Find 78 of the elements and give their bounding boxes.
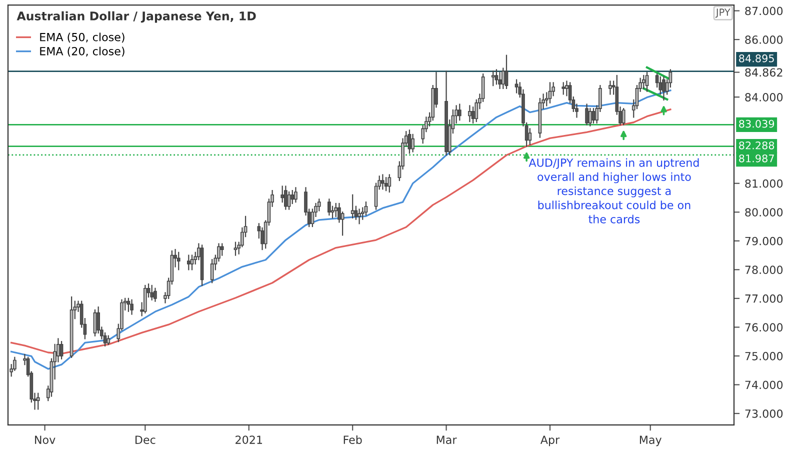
candlestick (334, 202, 338, 217)
candlestick (608, 80, 612, 95)
candlestick (585, 104, 588, 126)
x-tick-label: Mar (436, 436, 457, 444)
candlestick (458, 104, 462, 121)
y-tick-label: 79.000 (745, 236, 783, 246)
candlestick (280, 186, 284, 203)
candlestick (501, 68, 505, 89)
candlestick (60, 341, 64, 360)
candlestick (494, 69, 498, 85)
x-tick-label: May (640, 436, 662, 446)
candlestick (388, 174, 392, 193)
candlestick (234, 242, 238, 256)
candlestick (340, 212, 344, 236)
annotation: AUD/JPY remains in an uptrend overall and higher lows into resistance suggest a bullishbreakout could be on the cards (528, 158, 699, 224)
candlestick (287, 191, 291, 210)
x-tick-label: Nov (35, 436, 56, 444)
candlestick (364, 202, 368, 216)
candlestick (150, 284, 154, 300)
candlestick (514, 79, 518, 94)
candlestick (622, 108, 626, 126)
y-tick-label: 77.000 (745, 294, 783, 303)
y-tick-label: 76.000 (745, 323, 783, 332)
candlestick (328, 198, 331, 216)
candlestick (381, 174, 384, 190)
x-tick-label: Apr (540, 436, 560, 446)
y-tick-label: 87.000 (745, 6, 783, 16)
y-tick-label: 86.000 (745, 36, 783, 44)
candlestick (36, 392, 40, 410)
candlestick (411, 134, 414, 152)
ref-line-label: 82.288 (739, 141, 774, 150)
legend-label: EMA (50, close) (40, 32, 124, 43)
y-tick-label: 80.000 (745, 208, 783, 217)
x-tick-label: Feb (344, 435, 362, 444)
x-tick-label: 2021 (236, 436, 262, 444)
candlestick (176, 252, 180, 270)
ref-line-label: 81.987 (739, 154, 774, 162)
candlestick (504, 54, 508, 89)
candlestick (548, 82, 552, 104)
y-tick-label: 84.862 (745, 68, 782, 77)
candlestick (645, 72, 649, 92)
legend-label: EMA (20, close) (40, 46, 124, 57)
candlestick (130, 299, 134, 315)
y-axis-title: JPY (715, 8, 730, 18)
candlestick (588, 108, 592, 126)
candlestick (642, 74, 646, 89)
candlestick (143, 284, 147, 314)
y-tick-label: 75.000 (745, 352, 783, 360)
candlestick (284, 186, 288, 210)
candlestick (190, 254, 194, 270)
candlestick (220, 243, 224, 256)
candlestick (658, 76, 662, 95)
candlestick (186, 254, 190, 270)
candlestick (471, 106, 475, 124)
ref-line-label: 84.895 (739, 54, 774, 62)
candlestick (350, 194, 354, 218)
y-tick-label: 74.000 (745, 380, 783, 390)
candlestick (592, 108, 596, 124)
candlestick (290, 190, 294, 204)
x-tick-label: Dec (136, 436, 156, 444)
candlestick (93, 309, 97, 336)
candlestick (358, 208, 361, 224)
candlestick (491, 70, 495, 86)
text: Australian Dollar / Japanese Yen, 1D (16, 11, 256, 23)
candlestick (528, 128, 532, 146)
candlestick (562, 82, 566, 95)
candlestick (662, 76, 666, 100)
y-tick-label: 81.000 (745, 179, 783, 188)
candlestick (565, 80, 568, 96)
candlestick (408, 130, 412, 154)
y-tick-label: 73.000 (745, 409, 783, 418)
y-tick-label: 78.000 (745, 266, 783, 274)
candlestick (154, 288, 157, 302)
candlestick (498, 72, 502, 89)
candlestick (294, 187, 298, 203)
candlestick (468, 105, 472, 122)
y-tick-label: 84.000 (745, 93, 783, 102)
ref-line-label: 83.039 (739, 120, 774, 128)
